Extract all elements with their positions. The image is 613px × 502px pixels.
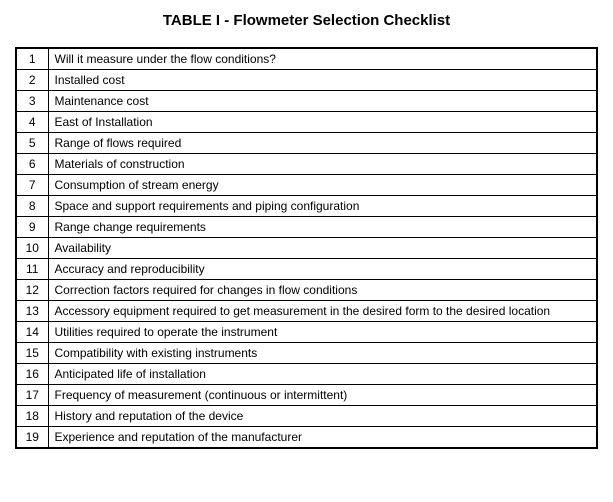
row-text: Compatibility with existing instruments <box>48 343 597 364</box>
table-row: 9Range change requirements <box>16 217 597 238</box>
table-row: 10Availability <box>16 238 597 259</box>
row-number: 16 <box>16 364 48 385</box>
table-row: 5Range of flows required <box>16 133 597 154</box>
table-row: 4East of Installation <box>16 112 597 133</box>
row-text: Accuracy and reproducibility <box>48 259 597 280</box>
table-row: 13Accessory equipment required to get me… <box>16 301 597 322</box>
table-row: 17Frequency of measurement (continuous o… <box>16 385 597 406</box>
row-text: Installed cost <box>48 70 597 91</box>
row-number: 11 <box>16 259 48 280</box>
row-number: 14 <box>16 322 48 343</box>
table-row: 19Experience and reputation of the manuf… <box>16 427 597 449</box>
row-text: Availability <box>48 238 597 259</box>
row-number: 10 <box>16 238 48 259</box>
row-number: 12 <box>16 280 48 301</box>
row-text: History and reputation of the device <box>48 406 597 427</box>
row-text: Accessory equipment required to get meas… <box>48 301 597 322</box>
table-row: 8Space and support requirements and pipi… <box>16 196 597 217</box>
row-text: Frequency of measurement (continuous or … <box>48 385 597 406</box>
row-text: Utilities required to operate the instru… <box>48 322 597 343</box>
row-text: Anticipated life of installation <box>48 364 597 385</box>
row-number: 7 <box>16 175 48 196</box>
row-number: 18 <box>16 406 48 427</box>
row-number: 2 <box>16 70 48 91</box>
table-row: 1Will it measure under the flow conditio… <box>16 48 597 70</box>
row-number: 3 <box>16 91 48 112</box>
row-number: 8 <box>16 196 48 217</box>
row-number: 17 <box>16 385 48 406</box>
row-text: Materials of construction <box>48 154 597 175</box>
table-row: 3Maintenance cost <box>16 91 597 112</box>
row-text: Range change requirements <box>48 217 597 238</box>
table-row: 14Utilities required to operate the inst… <box>16 322 597 343</box>
row-text: Range of flows required <box>48 133 597 154</box>
row-number: 1 <box>16 48 48 70</box>
row-number: 15 <box>16 343 48 364</box>
table-row: 18History and reputation of the device <box>16 406 597 427</box>
row-number: 9 <box>16 217 48 238</box>
row-number: 6 <box>16 154 48 175</box>
row-text: Experience and reputation of the manufac… <box>48 427 597 449</box>
table-row: 11Accuracy and reproducibility <box>16 259 597 280</box>
table-row: 12Correction factors required for change… <box>16 280 597 301</box>
row-text: Consumption of stream energy <box>48 175 597 196</box>
table-title: TABLE I - Flowmeter Selection Checklist <box>12 12 601 29</box>
row-number: 5 <box>16 133 48 154</box>
checklist-table: 1Will it measure under the flow conditio… <box>15 47 598 449</box>
checklist-tbody: 1Will it measure under the flow conditio… <box>16 48 597 448</box>
row-number: 4 <box>16 112 48 133</box>
table-row: 15Compatibility with existing instrument… <box>16 343 597 364</box>
row-number: 19 <box>16 427 48 449</box>
table-row: 6Materials of construction <box>16 154 597 175</box>
row-number: 13 <box>16 301 48 322</box>
table-row: 16Anticipated life of installation <box>16 364 597 385</box>
row-text: Will it measure under the flow condition… <box>48 48 597 70</box>
row-text: Maintenance cost <box>48 91 597 112</box>
table-row: 2Installed cost <box>16 70 597 91</box>
row-text: Space and support requirements and pipin… <box>48 196 597 217</box>
row-text: Correction factors required for changes … <box>48 280 597 301</box>
row-text: East of Installation <box>48 112 597 133</box>
table-row: 7Consumption of stream energy <box>16 175 597 196</box>
